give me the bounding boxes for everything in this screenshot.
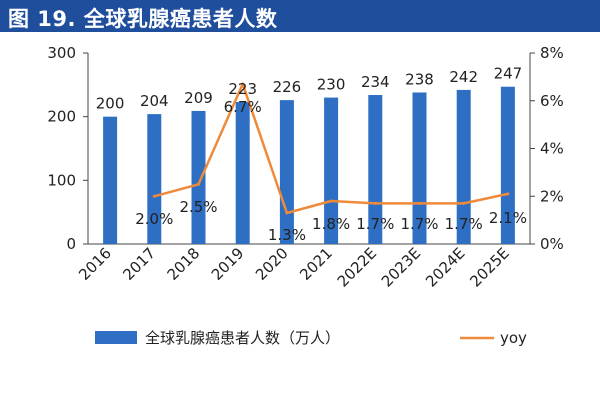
bar-value-label: 247 — [494, 65, 523, 83]
bar-value-label: 242 — [449, 68, 478, 86]
yoy-point — [462, 201, 466, 205]
yoy-point — [241, 82, 245, 86]
legend-bar-label: 全球乳腺癌患者人数（万人） — [145, 329, 340, 347]
x-tick-label: 2018 — [164, 244, 204, 284]
bar — [103, 116, 118, 244]
bar — [235, 102, 250, 244]
x-tick-label: 2021 — [296, 244, 336, 284]
yoy-point — [329, 199, 333, 203]
yoy-value-label: 1.7% — [356, 215, 394, 233]
bar-value-label: 230 — [317, 76, 346, 94]
yoy-value-label: 6.7% — [224, 98, 262, 116]
bar — [279, 100, 294, 244]
x-tick-label: 2016 — [75, 244, 115, 284]
yoy-value-label: 1.8% — [312, 215, 350, 233]
y-right-tick-label: 4% — [540, 140, 564, 158]
x-tick-label: 2025E — [466, 244, 512, 290]
yoy-point — [152, 194, 156, 198]
bar-value-label: 238 — [405, 70, 434, 88]
y-left-tick-label: 0 — [66, 235, 76, 253]
x-tick-label: 2022E — [334, 244, 380, 290]
bar — [456, 89, 471, 244]
x-tick-label: 2019 — [208, 244, 248, 284]
y-left-tick-label: 300 — [47, 44, 76, 62]
figure-title: 图 19. 全球乳腺癌患者人数 — [8, 7, 278, 31]
legend-line-label: yoy — [500, 329, 527, 347]
figure-title-bar: 图 19. 全球乳腺癌患者人数 — [0, 0, 600, 32]
yoy-value-label: 1.7% — [445, 215, 483, 233]
legend-bar-swatch — [95, 331, 137, 344]
bar — [191, 110, 206, 244]
x-tick-label: 2024E — [422, 244, 468, 290]
chart: 0 100 200 300 0% 2% 4% 6% 8% 2016 2017 2018 2019 2020… — [47, 44, 564, 347]
bar — [412, 92, 427, 244]
y-left-tick-label: 200 — [47, 108, 76, 126]
bar-value-label: 234 — [361, 73, 390, 91]
yoy-value-label: 1.3% — [268, 226, 306, 244]
x-tick-label: 2020 — [252, 244, 292, 284]
bar-value-label: 200 — [96, 95, 125, 113]
bar-value-label: 204 — [140, 92, 169, 110]
yoy-point — [373, 201, 377, 205]
bar — [500, 86, 515, 244]
x-tick-label: 2017 — [119, 244, 159, 284]
yoy-point — [197, 182, 200, 186]
bar — [324, 97, 339, 244]
yoy-value-label: 2.5% — [179, 198, 217, 216]
bar-value-label: 223 — [228, 80, 257, 98]
y-left-tick-label: 100 — [47, 171, 76, 189]
bar — [147, 114, 162, 245]
bar — [368, 95, 383, 244]
x-tick-label: 2023E — [378, 244, 424, 290]
y-right-tick-label: 0% — [540, 235, 564, 253]
yoy-value-label: 2.0% — [135, 210, 173, 228]
y-right-tick-label: 2% — [540, 187, 564, 205]
yoy-point — [418, 201, 421, 205]
yoy-point — [285, 211, 289, 215]
bar-value-label: 226 — [273, 78, 302, 96]
bar-value-label: 209 — [184, 89, 213, 107]
yoy-value-label: 2.1% — [489, 209, 527, 227]
y-right-tick-label: 8% — [540, 44, 564, 62]
yoy-value-label: 1.7% — [400, 215, 438, 233]
yoy-point — [506, 192, 510, 196]
y-right-tick-label: 6% — [540, 92, 564, 110]
